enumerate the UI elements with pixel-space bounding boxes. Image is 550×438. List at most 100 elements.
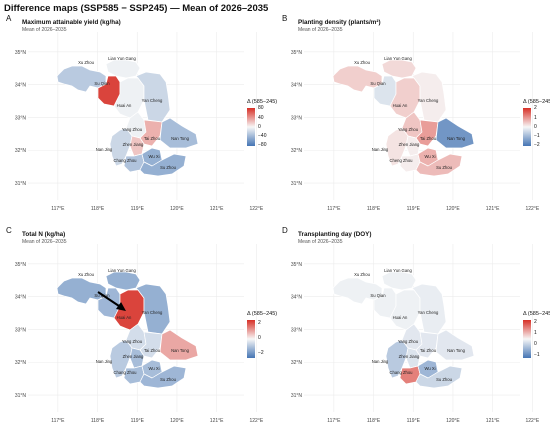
region-label-yz: Yang Zhou <box>122 127 143 132</box>
lat-label: 33°N <box>15 327 27 333</box>
lon-label: 117°E <box>327 206 341 212</box>
region-lyg <box>381 271 417 291</box>
panel-subtitle: Mean of 2026–2035 <box>22 27 67 33</box>
legend-tick: 0 <box>258 124 261 130</box>
lon-label: 121°E <box>486 418 500 424</box>
lon-label: 122°E <box>250 418 264 424</box>
lon-label: 119°E <box>131 418 145 424</box>
lat-label: 35°N <box>15 50 27 56</box>
region-label-nj: Nan Jing <box>372 147 389 152</box>
region-label-tz: Tai Zhou <box>144 348 161 353</box>
panel-subtitle: Mean of 2026–2035 <box>298 27 343 33</box>
panel-title: Transplanting day (DOY) <box>298 231 372 238</box>
region-label-yc: Yan Cheng <box>418 98 439 103</box>
region-label-zj: Zhen Jiang <box>123 142 144 147</box>
lat-label: 31°N <box>15 393 27 399</box>
panel-title: Maximum attainable yield (kg/ha) <box>22 19 121 26</box>
region-label-yc: Yan Cheng <box>418 310 439 315</box>
region-label-sz: Su Zhou <box>160 377 177 382</box>
region-label-sz: Su Zhou <box>160 165 177 170</box>
region-sz <box>415 153 463 177</box>
lon-label: 122°E <box>526 206 540 212</box>
region-label-cz: Chang Zhou <box>113 158 137 163</box>
panel-c: C Total N (kg/ha) Mean of 2026–2035 35°N… <box>2 226 278 438</box>
region-label-wx: Wu Xi <box>424 366 435 371</box>
lon-label: 122°E <box>526 418 540 424</box>
region-label-sz: Su Zhou <box>436 165 453 170</box>
panel-subtitle: Mean of 2026–2035 <box>22 239 67 245</box>
lat-label: 35°N <box>291 50 303 56</box>
panel-b: B Planting density (plants/m²) Mean of 2… <box>278 14 550 226</box>
region-label-lyg: Lian Yun Gang <box>108 268 136 273</box>
lon-label: 118°E <box>91 418 105 424</box>
panel-letter: A <box>6 14 12 23</box>
region-label-nj: Nan Jing <box>372 359 389 364</box>
lat-label: 31°N <box>291 181 303 187</box>
region-yc <box>411 283 447 335</box>
panel-a: A Maximum attainable yield (kg/ha) Mean … <box>2 14 277 226</box>
region-label-xu: Xu Zhou <box>78 60 95 65</box>
legend-tick: −40 <box>258 133 267 139</box>
region-label-yz: Yang Zhou <box>122 339 143 344</box>
panel-letter: C <box>6 226 12 235</box>
region-label-xu: Xu Zhou <box>78 272 95 277</box>
region-label-wx: Wu Xi <box>148 366 159 371</box>
region-label-cz: Cheng Zhou <box>389 158 413 163</box>
panel-title: Planting density (plants/m²) <box>298 19 381 26</box>
legend-title: Δ (585−245) <box>247 311 278 317</box>
region-yc <box>411 71 447 123</box>
lon-label: 122°E <box>250 206 264 212</box>
choropleth-map: 35°N 34°N 33°N 32°N 31°N 117°E 118°E 119°E 120°E… <box>291 244 540 424</box>
region-label-xu: Xu Zhou <box>354 272 371 277</box>
panel-letter: D <box>282 226 288 235</box>
region-label-tz: Tai Zhou <box>144 136 161 141</box>
region-label-nt: Nan Tong <box>171 136 190 141</box>
region-label-ha: Huai An <box>393 103 408 108</box>
lon-label: 121°E <box>486 206 500 212</box>
legend-tick: 80 <box>258 105 264 111</box>
region-label-ha: Huai An <box>393 315 408 320</box>
region-yc <box>135 283 171 335</box>
annotation-arrow-shaft <box>97 291 123 309</box>
region-lyg <box>105 271 141 291</box>
lat-label: 32°N <box>291 360 303 366</box>
lat-label: 31°N <box>15 181 27 187</box>
lat-label: 34°N <box>15 83 27 89</box>
lat-label: 33°N <box>15 115 27 121</box>
region-label-nj: Nan Jing <box>96 359 113 364</box>
region-label-sz: Su Zhou <box>436 377 453 382</box>
legend-tick: −1 <box>534 133 540 139</box>
lat-label: 35°N <box>291 262 303 268</box>
legend-tick: 1 <box>534 330 537 336</box>
lon-label: 120°E <box>446 206 460 212</box>
region-lyg <box>105 59 141 79</box>
lon-label: 117°E <box>327 418 341 424</box>
region-label-yz: Yang Zhou <box>398 339 419 344</box>
legend-tick: 0 <box>258 335 261 341</box>
panel-d: D Transplanting day (DOY) Mean of 2026–2… <box>278 226 550 438</box>
legend-tick: −2 <box>258 350 264 356</box>
region-label-su: Su Qian <box>94 81 110 86</box>
region-yc <box>135 71 171 123</box>
lon-label: 118°E <box>367 418 381 424</box>
legend-tick: −2 <box>534 142 540 148</box>
lat-label: 34°N <box>291 295 303 301</box>
region-nt <box>435 117 475 149</box>
region-label-nt: Nan Tong <box>447 348 466 353</box>
region-label-ha: Huai An <box>117 315 132 320</box>
region-lyg <box>381 59 417 79</box>
lat-label: 33°N <box>291 327 303 333</box>
choropleth-map: 35°N 34°N 33°N 32°N 31°N 117°E 118°E 119°E 120°E… <box>291 32 540 212</box>
panel-letter: B <box>282 14 288 23</box>
legend-colorbar <box>523 320 531 358</box>
figure-title: Difference maps (SSP585 − SSP245) — Mean… <box>4 3 269 14</box>
lat-label: 32°N <box>291 148 303 154</box>
region-label-nj: Nan Jing <box>96 147 113 152</box>
legend-tick: 1 <box>534 115 537 121</box>
legend-colorbar <box>247 108 255 146</box>
legend-tick: 2 <box>258 320 261 326</box>
lon-label: 118°E <box>91 206 105 212</box>
legend-tick: 0 <box>534 124 537 130</box>
region-label-tz: Tai Zhou <box>420 348 437 353</box>
region-sz <box>139 153 187 177</box>
